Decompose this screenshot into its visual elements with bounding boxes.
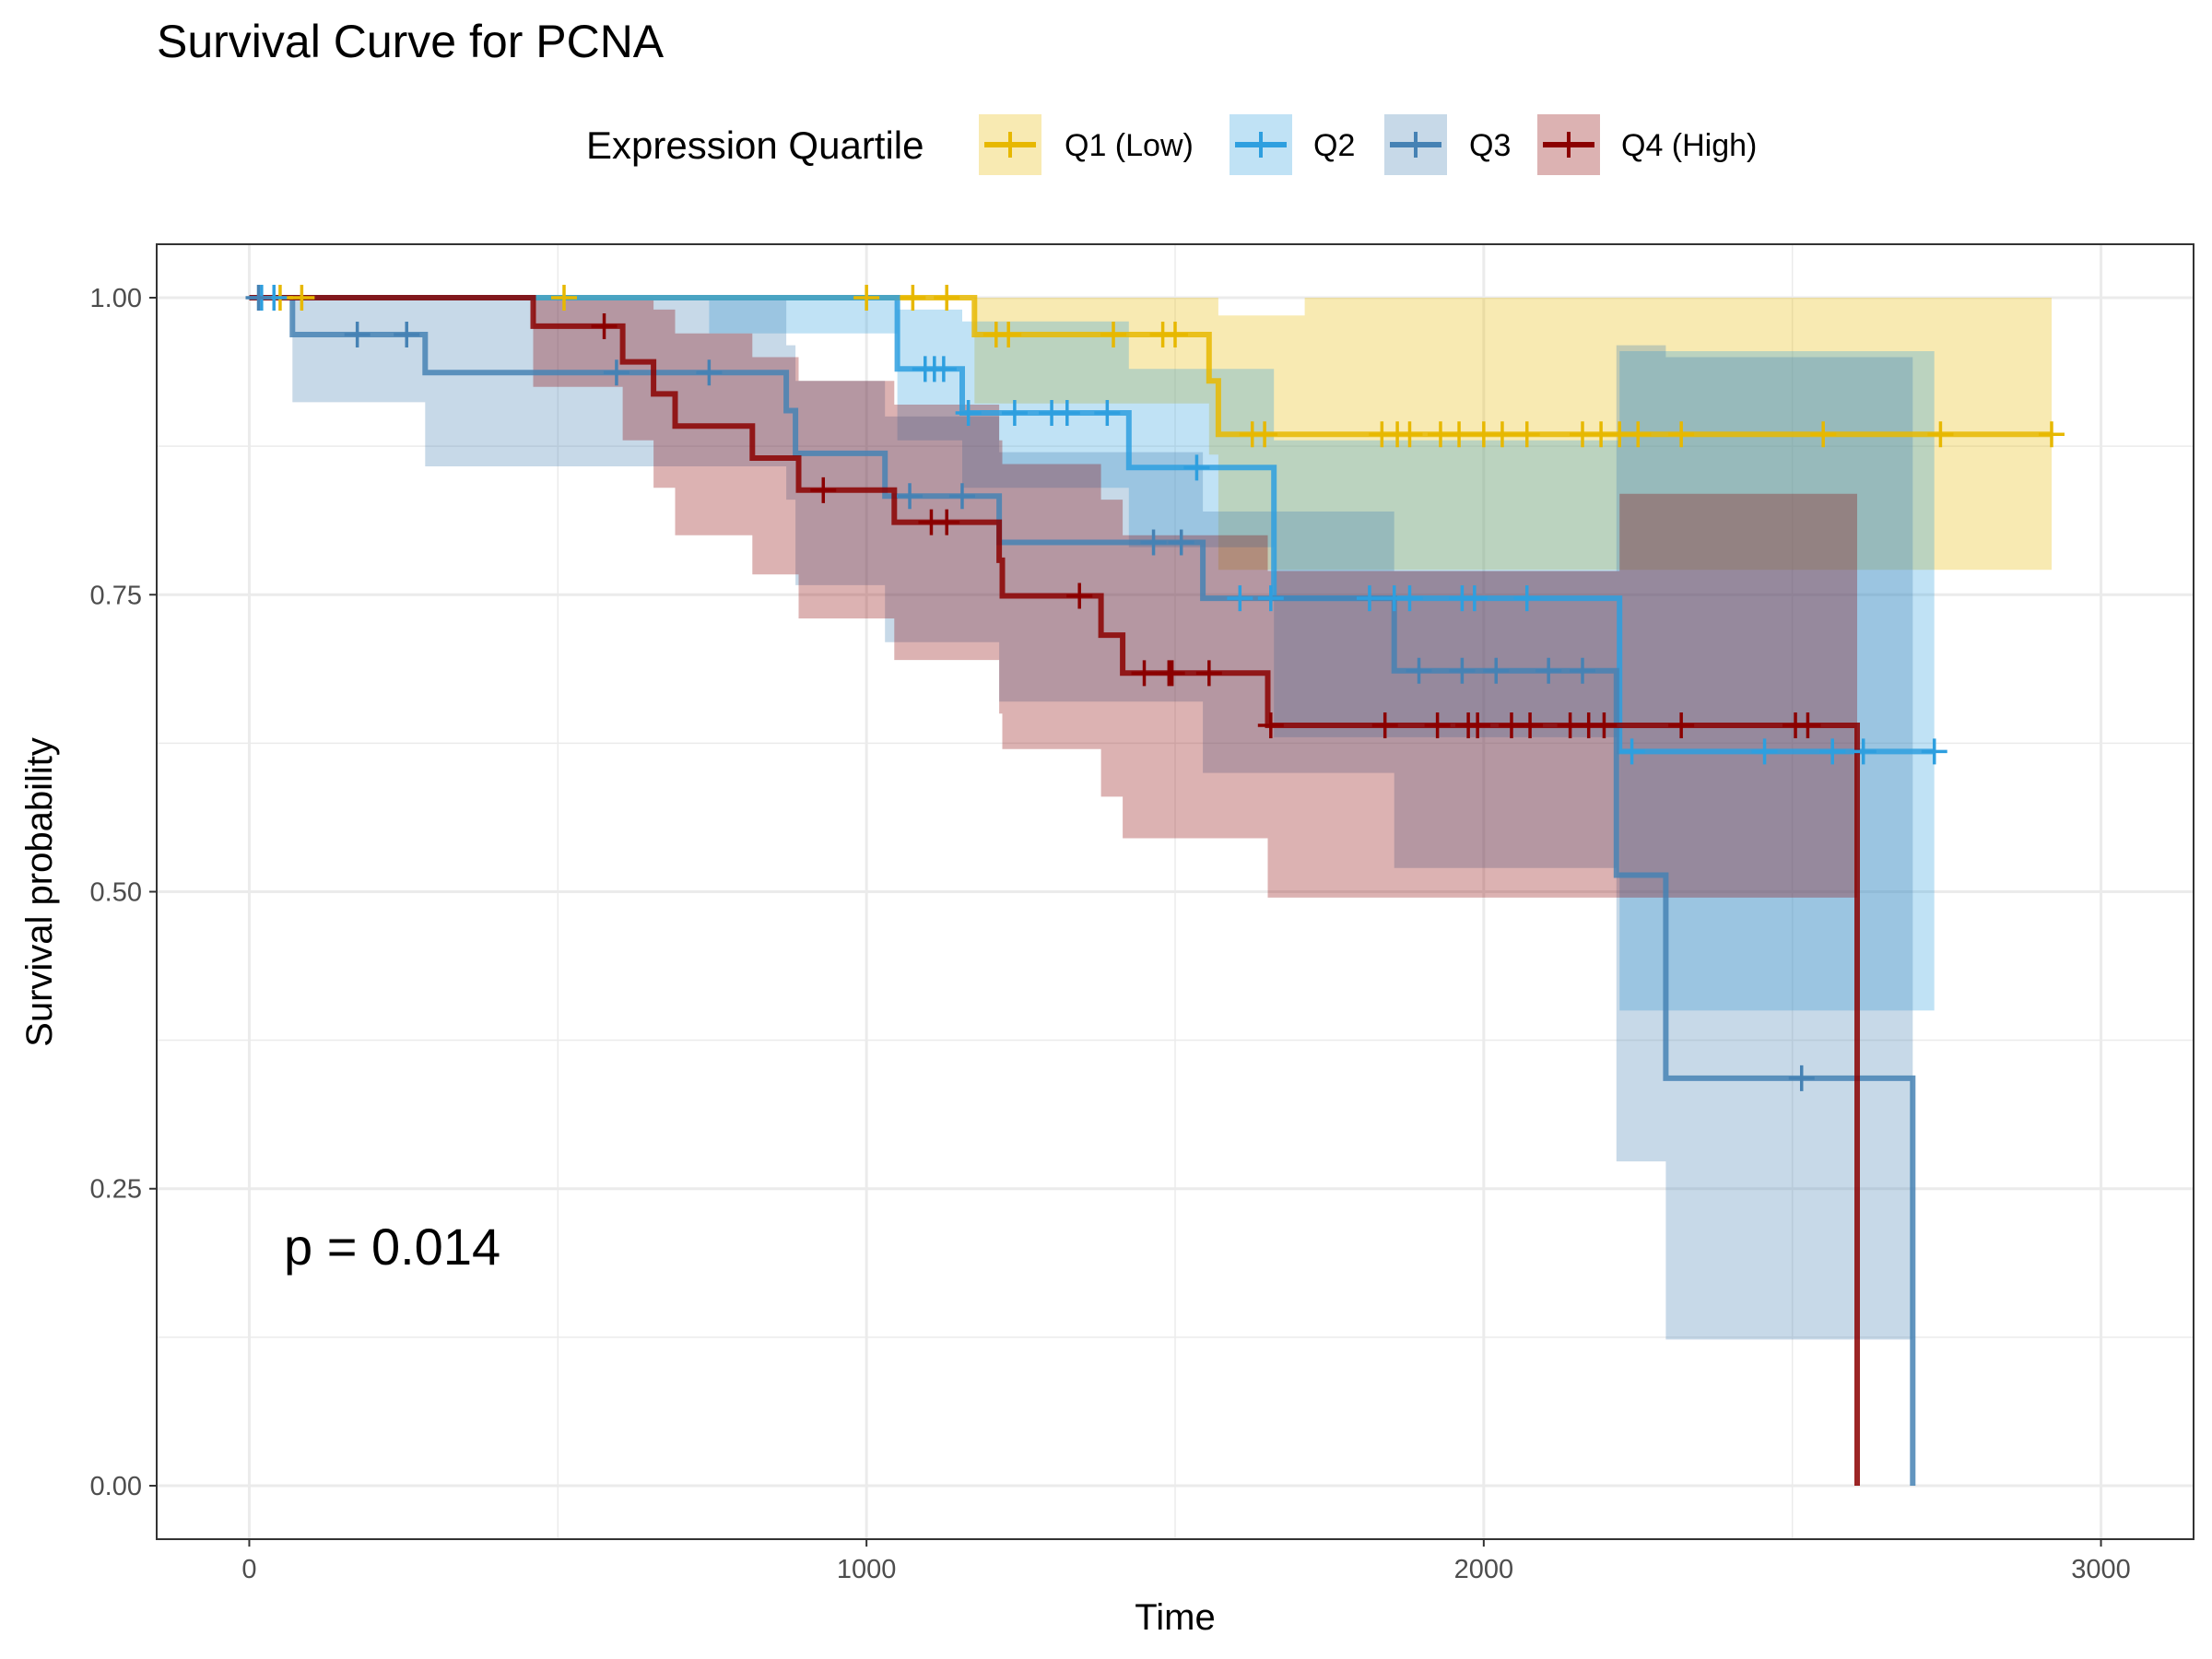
censor-q1-low bbox=[900, 285, 926, 312]
legend-label-q4-high: Q4 (High) bbox=[1621, 128, 1757, 163]
censor-q1-low bbox=[1668, 421, 1695, 448]
chart-title: Survival Curve for PCNA bbox=[157, 16, 665, 67]
band-q1-low bbox=[249, 298, 2052, 571]
censor-q3 bbox=[696, 359, 723, 386]
censor-q2 bbox=[1053, 400, 1080, 427]
censor-q2 bbox=[1356, 585, 1382, 612]
censor-q1-low bbox=[1513, 421, 1540, 448]
censor-q4-high bbox=[1668, 712, 1695, 739]
censor-q3 bbox=[897, 483, 924, 510]
censor-q1-low bbox=[1446, 421, 1473, 448]
p-value-annotation: p = 0.014 bbox=[284, 1218, 500, 1276]
legend-title: Expression Quartile bbox=[586, 124, 924, 167]
censor-q3 bbox=[1406, 657, 1432, 684]
y-tick-label: 0.50 bbox=[90, 878, 142, 908]
censor-q3 bbox=[1570, 657, 1595, 684]
censor-q3 bbox=[344, 321, 371, 347]
censor-q4-high bbox=[1591, 712, 1618, 739]
curve-q3 bbox=[249, 295, 1916, 1486]
x-tick-label: 1000 bbox=[837, 1555, 897, 1584]
censor-q2 bbox=[930, 356, 957, 382]
legend-label-q3: Q3 bbox=[1469, 128, 1511, 163]
y-tick-label: 1.00 bbox=[90, 284, 142, 313]
censor-q1-low bbox=[1396, 421, 1423, 448]
censor-q1-low bbox=[1162, 321, 1188, 347]
censor-q4-high bbox=[934, 509, 960, 535]
curve-q4-high bbox=[249, 295, 1860, 1486]
legend-label-q1-low: Q1 (Low) bbox=[1065, 128, 1194, 163]
censor-q4-high bbox=[1424, 712, 1451, 739]
censor-q2 bbox=[1513, 585, 1540, 612]
censor-q3 bbox=[1788, 1065, 1815, 1091]
censor-q1-low bbox=[1100, 321, 1127, 347]
censor-q1-low bbox=[934, 285, 960, 312]
censor-q2 bbox=[1850, 738, 1877, 765]
censor-q1-low bbox=[1810, 421, 1837, 448]
y-tick-label: 0.75 bbox=[90, 581, 142, 610]
legend: Expression Quartile Q1 (Low) Q2 Q3 Q4 (High… bbox=[586, 114, 1757, 175]
censor-q3 bbox=[1449, 657, 1476, 684]
censor-q2 bbox=[1751, 738, 1778, 765]
censor-q4-high bbox=[1195, 660, 1222, 687]
censor-q2 bbox=[1461, 585, 1488, 612]
censor-q3 bbox=[1168, 529, 1194, 556]
censor-q2 bbox=[1257, 585, 1284, 612]
y-tick-label: 0.25 bbox=[90, 1175, 142, 1205]
censor-q1-low bbox=[2038, 421, 2065, 448]
censor-q2 bbox=[955, 400, 982, 427]
censor-q4-high bbox=[1257, 712, 1284, 739]
censor-q2 bbox=[1618, 738, 1645, 765]
censor-q2 bbox=[1921, 738, 1947, 765]
curve-q2 bbox=[249, 295, 1935, 755]
censor-q4-high bbox=[1066, 582, 1093, 609]
band-q3 bbox=[249, 298, 1913, 1340]
censor-q2 bbox=[1094, 400, 1121, 427]
censor-q2 bbox=[1819, 738, 1846, 765]
censor-q4-high bbox=[1517, 712, 1544, 739]
y-tick-label: 0.00 bbox=[90, 1472, 142, 1501]
censor-q4-high bbox=[1371, 712, 1398, 739]
censor-q3 bbox=[1535, 657, 1562, 684]
censor-q1-low bbox=[1252, 421, 1278, 448]
grid bbox=[157, 244, 2194, 1539]
censor-q2 bbox=[1183, 454, 1210, 481]
censor-q4-high bbox=[1794, 712, 1821, 739]
censor-q3 bbox=[245, 285, 272, 312]
x-tick-label: 3000 bbox=[2071, 1555, 2131, 1584]
band-q2 bbox=[249, 298, 1935, 1011]
censor-q1-low bbox=[853, 285, 880, 312]
censor-q3 bbox=[1140, 529, 1167, 556]
x-axis-title: Time bbox=[1135, 1597, 1215, 1638]
legend-label-q2: Q2 bbox=[1313, 128, 1355, 163]
censor-q2 bbox=[1001, 400, 1028, 427]
censor-q4-high bbox=[591, 312, 618, 339]
censor-q1-low bbox=[1927, 421, 1954, 448]
censor-q1-low bbox=[995, 321, 1022, 347]
censor-q1-low bbox=[551, 285, 577, 312]
axes: 0.00 0.25 0.50 0.75 1.00 0 1000 2000 3000 bbox=[90, 284, 2131, 1584]
censor-q4-high bbox=[810, 477, 837, 503]
censor-q4-high bbox=[1131, 660, 1158, 687]
censor-q1-low bbox=[288, 285, 315, 312]
censor-q2 bbox=[1396, 585, 1423, 612]
censor-q3 bbox=[1483, 657, 1510, 684]
censor-q4-high bbox=[1465, 712, 1491, 739]
y-axis-title: Survival probability bbox=[19, 737, 60, 1047]
censor-q3 bbox=[948, 483, 975, 510]
censor-q3 bbox=[603, 359, 629, 386]
censor-marks bbox=[245, 285, 2065, 1091]
censor-q1-low bbox=[1625, 421, 1652, 448]
survival-curves bbox=[249, 295, 2052, 1486]
censor-q1-low bbox=[1488, 421, 1515, 448]
censor-q2 bbox=[1227, 585, 1253, 612]
x-tick-label: 0 bbox=[241, 1555, 256, 1584]
curve-q1-low bbox=[249, 295, 2052, 438]
censor-q3 bbox=[394, 321, 420, 347]
censor-q4-high bbox=[1159, 660, 1185, 687]
x-tick-label: 2000 bbox=[1454, 1555, 1514, 1584]
